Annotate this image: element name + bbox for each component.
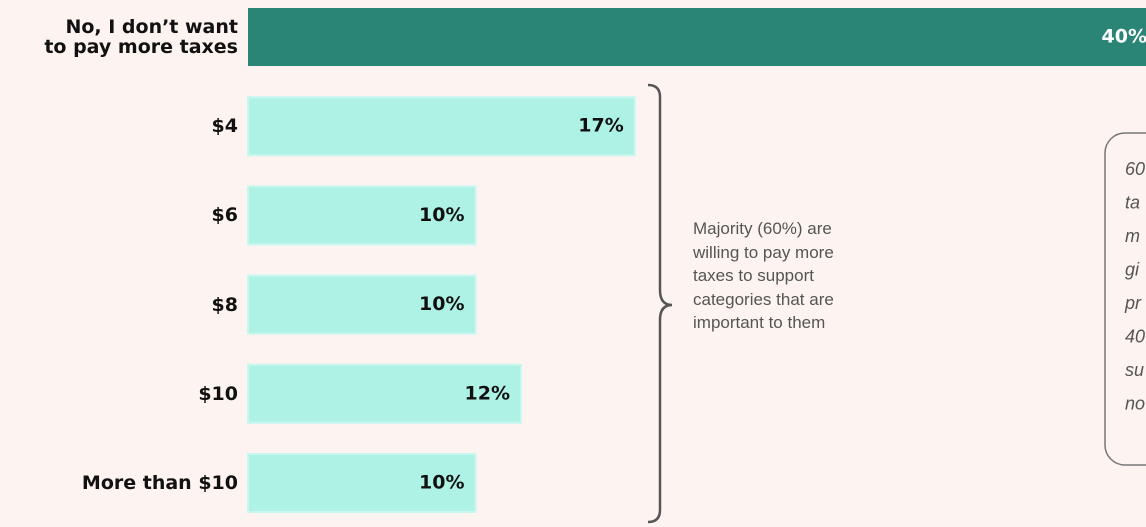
bar (247, 185, 477, 246)
value-label: 10% (419, 204, 464, 226)
bar (247, 274, 477, 335)
callout-text: ta (1125, 192, 1140, 212)
callout-text: gi (1125, 259, 1140, 279)
category-label: $8 (211, 293, 238, 316)
callout-text: no (1125, 393, 1145, 413)
annotation: Majority (60%) are willing to pay more t… (693, 219, 834, 332)
bar (247, 96, 636, 157)
category-label: No, I don’t want to pay more taxes (44, 16, 238, 58)
category-label: More than $10 (81, 472, 238, 494)
bar (248, 8, 1146, 66)
value-label: 10% (419, 293, 464, 315)
bar (247, 363, 522, 424)
callout-text: 40 (1125, 326, 1145, 346)
category-label: $4 (211, 115, 238, 138)
value-label: 40% (1102, 26, 1146, 48)
bar (247, 453, 477, 513)
callout-text: m (1125, 226, 1140, 246)
callout-text: pr (1124, 293, 1142, 313)
callout-text: 60 (1125, 159, 1145, 179)
value-label: 10% (419, 472, 464, 494)
brace (647, 83, 673, 524)
category-label: $6 (211, 204, 238, 227)
callout-box (1104, 132, 1146, 466)
category-label: $10 (198, 382, 238, 405)
value-label: 17% (578, 115, 623, 137)
callout-text: su (1125, 360, 1144, 380)
value-label: 12% (465, 382, 510, 404)
